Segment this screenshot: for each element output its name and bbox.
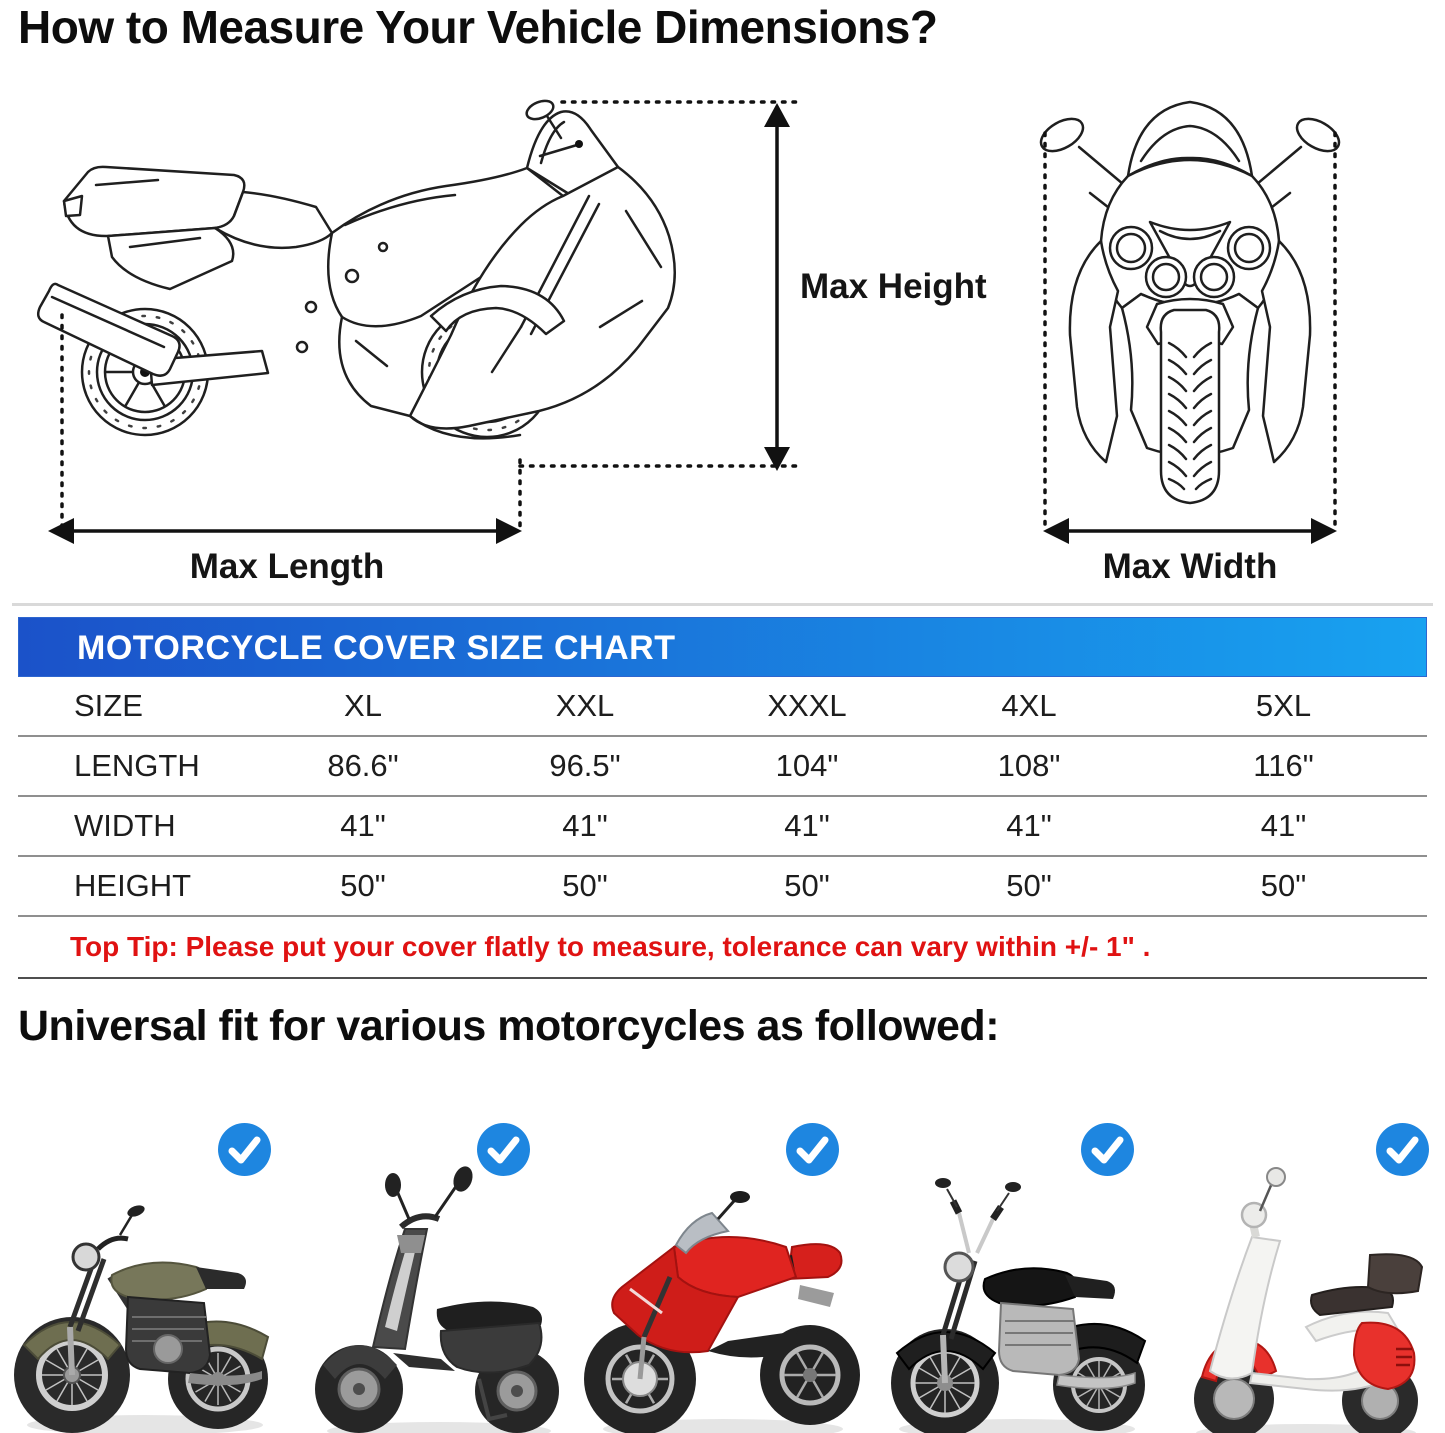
length-row: LENGTH 86.6" 96.5" 104" 108" 116" xyxy=(18,736,1427,797)
table-cell: 108" xyxy=(918,736,1140,797)
table-cell: SIZE xyxy=(18,677,252,737)
black-cruiser-icon xyxy=(891,1178,1147,1433)
table-cell: 41" xyxy=(696,796,918,857)
table-cell: 50" xyxy=(474,856,696,917)
size-chart: MOTORCYCLE COVER SIZE CHART SIZE XL XXL … xyxy=(18,617,1427,979)
table-cell: XXL xyxy=(474,677,696,737)
table-cell: 41" xyxy=(918,796,1140,857)
table-cell: 86.6" xyxy=(252,736,474,797)
gallery-item-olive-bobber xyxy=(0,1095,289,1433)
check-icon xyxy=(218,1123,271,1176)
table-cell: 96.5" xyxy=(474,736,696,797)
gallery-item-scooter xyxy=(289,1095,578,1433)
measure-tip-text: Top Tip: Please put your cover flatly to… xyxy=(18,916,1427,979)
check-icon xyxy=(477,1123,530,1176)
white-red-vintage-scooter-icon xyxy=(1194,1167,1424,1433)
table-cell: HEIGHT xyxy=(18,856,252,917)
table-cell: 104" xyxy=(696,736,918,797)
table-cell: 41" xyxy=(1140,796,1427,857)
max-length-label: Max Length xyxy=(190,547,384,586)
size-chart-header: MOTORCYCLE COVER SIZE CHART xyxy=(18,617,1427,677)
size-chart-table: SIZE XL XXL XXXL 4XL 5XL LENGTH 86.6" 96… xyxy=(18,677,1427,979)
table-cell: 41" xyxy=(474,796,696,857)
check-icon xyxy=(786,1123,839,1176)
max-width-arrow xyxy=(1043,518,1337,544)
tip-row: Top Tip: Please put your cover flatly to… xyxy=(18,916,1427,979)
check-icon xyxy=(1376,1123,1429,1176)
table-cell: 50" xyxy=(918,856,1140,917)
red-sport-bike-icon xyxy=(584,1191,860,1433)
page-title: How to Measure Your Vehicle Dimensions? xyxy=(18,1,938,53)
motorcycle-front-view-icon xyxy=(1039,100,1341,505)
max-width-label: Max Width xyxy=(1103,547,1278,586)
table-cell: 41" xyxy=(252,796,474,857)
dark-gray-scooter-icon xyxy=(315,1166,559,1433)
check-icon xyxy=(1081,1123,1134,1176)
table-cell: XXXL xyxy=(696,677,918,737)
section-title: Universal fit for various motorcycles as… xyxy=(18,1002,1000,1050)
table-cell: 50" xyxy=(696,856,918,917)
measurement-diagram: Max Height Max Length Max Width xyxy=(36,99,1341,586)
max-height-arrow xyxy=(764,103,790,471)
width-row: WIDTH 41" 41" 41" 41" 41" xyxy=(18,796,1427,857)
section-divider xyxy=(12,603,1433,606)
table-cell: 5XL xyxy=(1140,677,1427,737)
motorcycle-gallery xyxy=(0,1095,1445,1433)
max-height-label: Max Height xyxy=(800,267,987,306)
sport-motorcycle-side-view-icon xyxy=(36,99,676,440)
table-cell: XL xyxy=(252,677,474,737)
gallery-item-sport-bike xyxy=(578,1095,867,1433)
table-cell: 4XL xyxy=(918,677,1140,737)
gallery-item-black-cruiser xyxy=(867,1095,1156,1433)
dotted-guide-lines xyxy=(60,100,1337,529)
size-chart-title: MOTORCYCLE COVER SIZE CHART xyxy=(77,629,676,667)
table-cell: WIDTH xyxy=(18,796,252,857)
table-cell: 50" xyxy=(252,856,474,917)
gallery-item-vintage-scooter xyxy=(1156,1095,1445,1433)
table-cell: LENGTH xyxy=(18,736,252,797)
table-cell: 50" xyxy=(1140,856,1427,917)
height-row: HEIGHT 50" 50" 50" 50" 50" xyxy=(18,856,1427,917)
max-length-arrow xyxy=(48,518,522,544)
size-chart-header-row: SIZE XL XXL XXXL 4XL 5XL xyxy=(18,677,1427,737)
table-cell: 116" xyxy=(1140,736,1427,797)
olive-bobber-cruiser-icon xyxy=(14,1205,270,1433)
